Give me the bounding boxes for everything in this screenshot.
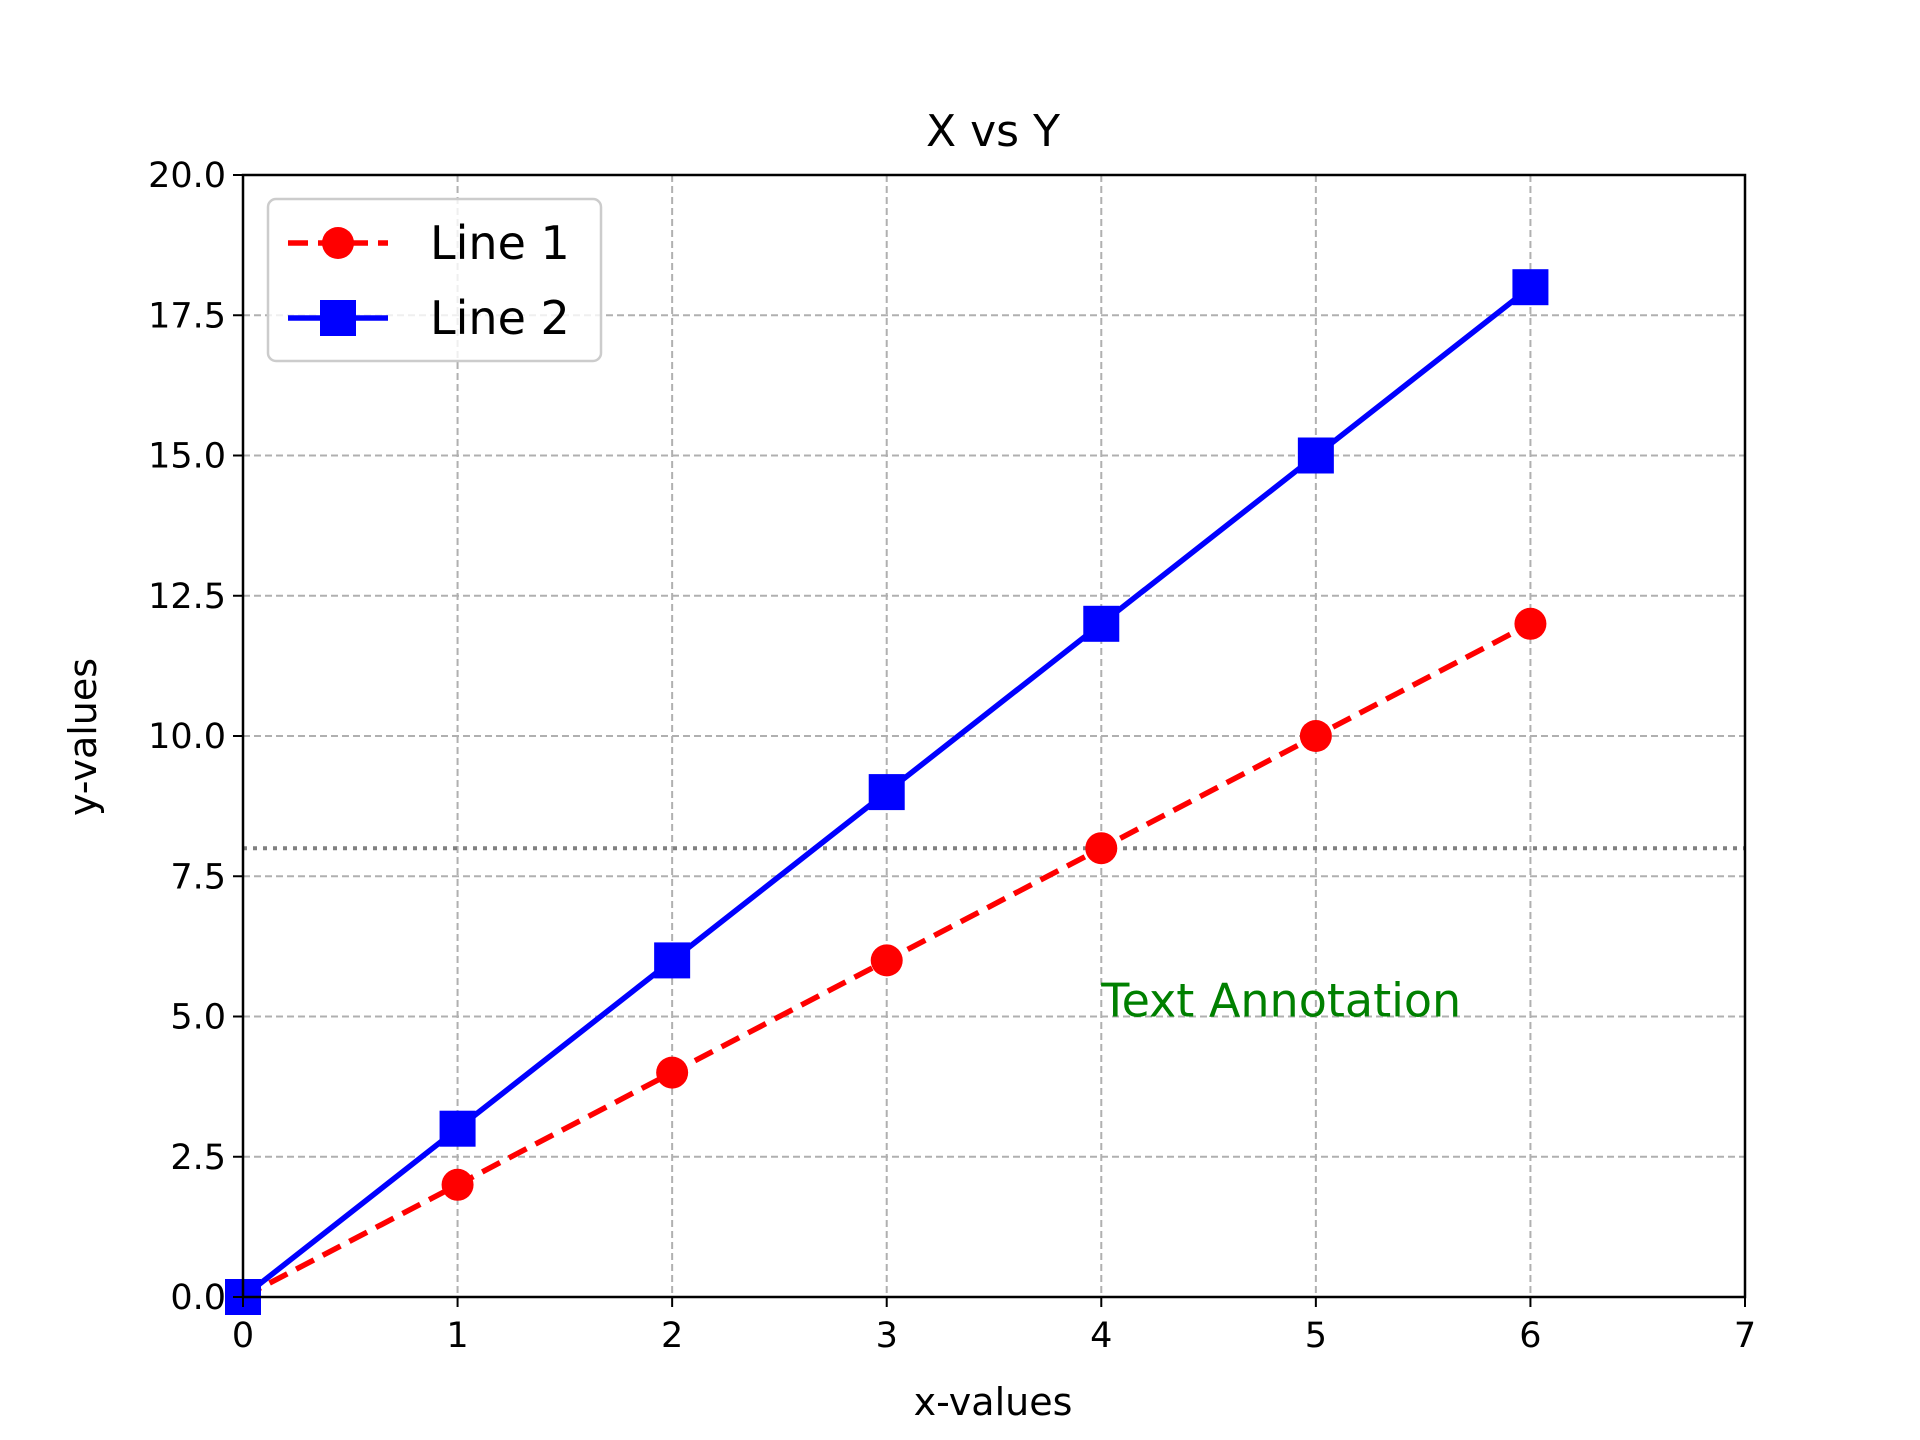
x-axis-ticks: 0 1 2 3 4 5 6 7 (232, 1297, 1756, 1356)
data-point (868, 774, 905, 811)
y-tick-label: 12.5 (148, 577, 226, 617)
x-tick-label: 4 (1090, 1316, 1112, 1356)
data-point (1085, 832, 1118, 865)
y-tick-label: 5.0 (170, 998, 226, 1038)
x-tick-label: 6 (1519, 1316, 1541, 1356)
y-tick-label: 15.0 (148, 437, 226, 477)
y-tick-label: 10.0 (148, 717, 226, 757)
legend-label: Line 2 (430, 291, 570, 345)
y-axis-label: y-values (61, 658, 105, 816)
legend-items: Line 1 Line 2 (288, 216, 570, 345)
data-point (1299, 720, 1332, 752)
data-point (1514, 607, 1547, 640)
legend-item: Line 2 (288, 291, 570, 345)
y-tick-label: 17.5 (148, 296, 226, 336)
series (225, 269, 1549, 1315)
data-point (1512, 269, 1549, 306)
x-tick-label: 7 (1734, 1316, 1756, 1356)
x-tick-label: 1 (446, 1316, 468, 1356)
legend-swatch-marker (322, 227, 354, 259)
data-point (654, 942, 691, 979)
y-tick-label: 0.0 (170, 1278, 226, 1318)
y-tick-label: 20.0 (148, 156, 226, 196)
x-axis-label: x-values (914, 1380, 1073, 1424)
series-2 (225, 269, 1549, 1315)
x-tick-label: 0 (232, 1316, 254, 1356)
data-point (656, 1056, 689, 1089)
x-tick-label: 5 (1305, 1316, 1327, 1356)
data-point (439, 1110, 476, 1147)
annotations: Text Annotation (1100, 974, 1461, 1028)
data-point (1083, 605, 1120, 642)
x-tick-label: 2 (661, 1316, 683, 1356)
chart-title: X vs Y (926, 106, 1060, 157)
legend-label: Line 1 (430, 216, 570, 270)
data-point (870, 944, 903, 977)
data-point (1297, 437, 1334, 474)
legend-swatch-marker (320, 300, 356, 336)
y-axis-ticks: 0.0 2.5 5.0 7.5 10.0 12.5 15.0 17.5 20.0 (148, 156, 243, 1318)
y-tick-label: 7.5 (170, 857, 226, 897)
legend: Line 1 Line 2 (266, 197, 603, 363)
x-tick-label: 3 (876, 1316, 898, 1356)
legend-item: Line 1 (288, 216, 570, 270)
y-tick-label: 2.5 (170, 1138, 226, 1178)
text-annotation: Text Annotation (1100, 974, 1461, 1028)
data-point (441, 1168, 474, 1201)
